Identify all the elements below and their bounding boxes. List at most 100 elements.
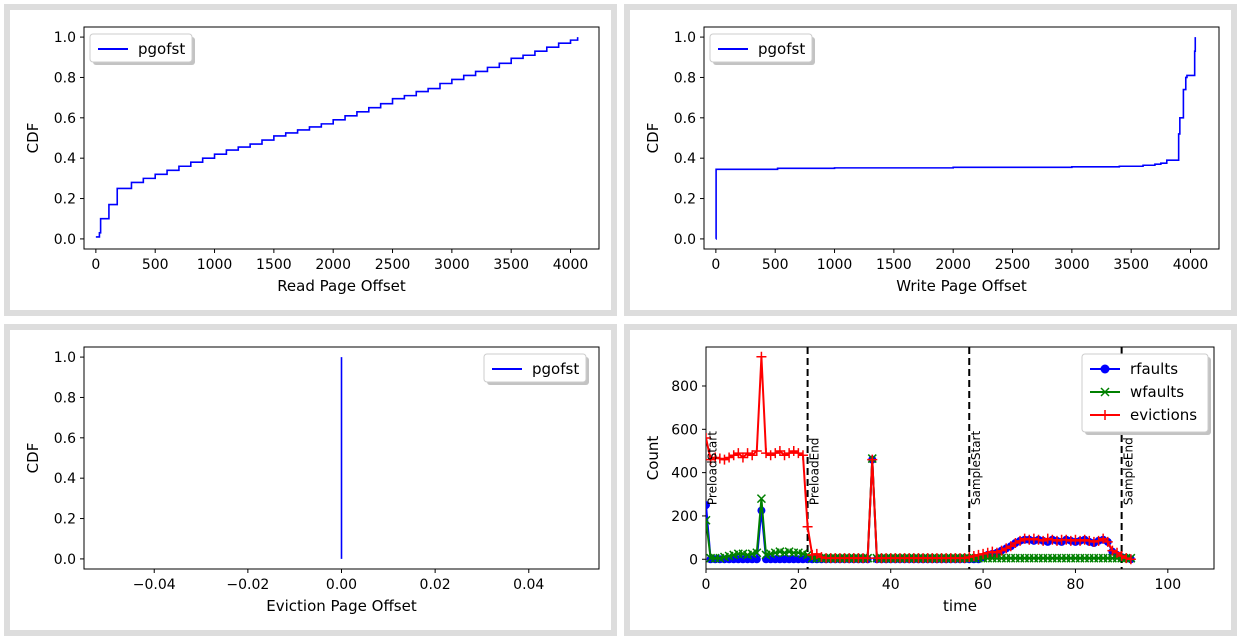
data-point-evictions bbox=[1065, 535, 1076, 546]
x-tick-label: 20 bbox=[789, 577, 807, 593]
x-axis-label: Read Page Offset bbox=[277, 277, 406, 295]
data-point-evictions bbox=[765, 450, 776, 461]
write-offset-cdf-panel: 0 500 1000 1500 2000 2500 3000 3500 4000 0.0 0.2 0.… bbox=[624, 4, 1237, 316]
x-tick-label: −0.02 bbox=[226, 577, 269, 593]
series-line-pgofst bbox=[95, 37, 579, 238]
data-point-evictions bbox=[1051, 535, 1062, 546]
y-tick-label: 400 bbox=[671, 466, 698, 482]
y-tick-label: 0.4 bbox=[54, 151, 76, 167]
data-point-evictions bbox=[802, 521, 813, 532]
x-axis-label: Write Page Offset bbox=[896, 277, 1027, 295]
plot-data-group bbox=[706, 347, 1136, 569]
y-axis-label: Count bbox=[644, 436, 662, 481]
data-point-evictions bbox=[706, 432, 711, 443]
y-axis-label: CDF bbox=[24, 443, 42, 474]
data-point-evictions bbox=[1075, 535, 1086, 546]
x-axis-label: time bbox=[943, 597, 977, 615]
eviction-offset-cdf-panel: −0.04 −0.02 0.00 0.02 0.04 0.0 0.2 0.4 0.6 0.8 1.0… bbox=[4, 324, 617, 636]
data-point-wfaults bbox=[706, 515, 711, 525]
y-tick-label: 0.2 bbox=[54, 512, 76, 528]
x-tick-label: 4000 bbox=[1173, 257, 1209, 273]
y-tick-label: 0.8 bbox=[54, 390, 76, 406]
data-point-evictions bbox=[1102, 536, 1113, 547]
x-tick-label: 100 bbox=[1154, 577, 1181, 593]
y-tick-label: 0.2 bbox=[54, 192, 76, 208]
fault-counts-timeline-panel: 0 20 40 60 80 100 0 200 400 600 800 time Count Preloa… bbox=[624, 324, 1237, 636]
plot-data-group bbox=[715, 37, 1197, 240]
y-tick-label: 0.4 bbox=[674, 151, 696, 167]
data-point-evictions bbox=[714, 453, 725, 464]
y-tick-label: 0.8 bbox=[674, 70, 696, 86]
data-point-evictions bbox=[737, 452, 748, 463]
x-tick-label: 500 bbox=[762, 257, 789, 273]
plot-area-frame bbox=[705, 346, 1215, 570]
y-tick-label: 0.6 bbox=[54, 111, 76, 127]
legend-label-rfaults: rfaults bbox=[1130, 360, 1178, 378]
phase-marker-label: SampleEnd bbox=[1122, 437, 1136, 505]
legend-label-evictions: evictions bbox=[1130, 406, 1197, 424]
data-point-evictions bbox=[1042, 533, 1053, 544]
y-tick-label: 0 bbox=[689, 552, 698, 568]
x-tick-label: 2000 bbox=[935, 257, 971, 273]
data-point-evictions bbox=[719, 454, 730, 465]
legend-label-pgofst: pgofst bbox=[138, 40, 185, 58]
data-point-evictions bbox=[1047, 534, 1058, 545]
plot-area-frame bbox=[703, 26, 1220, 250]
data-point-evictions bbox=[710, 452, 721, 463]
data-point-evictions bbox=[1061, 534, 1072, 545]
x-tick-label: 80 bbox=[1067, 577, 1085, 593]
data-point-evictions bbox=[779, 450, 790, 461]
data-point-evictions bbox=[1107, 545, 1118, 556]
data-point-evictions bbox=[867, 454, 878, 465]
x-tick-label: 0 bbox=[702, 577, 711, 593]
y-axis-label: CDF bbox=[24, 123, 42, 154]
legend-box bbox=[1081, 353, 1209, 433]
legend-marker-evictions bbox=[1100, 410, 1110, 420]
data-point-evictions bbox=[807, 549, 818, 560]
legend-marker-rfaults bbox=[1100, 364, 1110, 374]
data-point-evictions bbox=[996, 545, 1007, 556]
data-point-evictions bbox=[706, 454, 716, 465]
x-axis-label: Eviction Page Offset bbox=[266, 597, 417, 615]
x-tick-label: 0 bbox=[91, 257, 100, 273]
data-point-evictions bbox=[978, 548, 989, 559]
y-tick-label: 0.6 bbox=[674, 111, 696, 127]
x-tick-label: −0.04 bbox=[133, 577, 176, 593]
x-tick-label: 0.00 bbox=[326, 577, 357, 593]
data-point-evictions bbox=[964, 552, 975, 563]
data-point-evictions bbox=[1093, 535, 1104, 546]
x-tick-label: 3000 bbox=[434, 257, 470, 273]
data-point-evictions bbox=[1028, 533, 1039, 544]
y-tick-label: 0.0 bbox=[54, 232, 76, 248]
x-tick-label: 0.04 bbox=[513, 577, 544, 593]
plot-area-frame bbox=[83, 26, 600, 250]
y-tick-label: 1.0 bbox=[674, 30, 696, 46]
data-point-evictions bbox=[1033, 534, 1044, 545]
x-tick-label: 1000 bbox=[197, 257, 233, 273]
x-tick-label: 60 bbox=[974, 577, 992, 593]
phase-annotation-label: PreloadStart bbox=[705, 431, 719, 505]
y-tick-label: 1.0 bbox=[54, 350, 76, 366]
data-point-evictions bbox=[761, 448, 772, 459]
x-tick-label: 2500 bbox=[375, 257, 411, 273]
y-tick-label: 600 bbox=[671, 422, 698, 438]
data-point-evictions bbox=[959, 553, 970, 564]
data-point-evictions bbox=[1001, 543, 1012, 554]
data-point-evictions bbox=[788, 445, 799, 456]
legend-label-pgofst: pgofst bbox=[532, 360, 579, 378]
phase-marker-label: SampleStart bbox=[969, 431, 983, 506]
data-point-evictions bbox=[1019, 533, 1030, 544]
data-point-evictions bbox=[973, 549, 984, 560]
x-tick-label: 3500 bbox=[493, 257, 529, 273]
series-line-evictions bbox=[706, 356, 1132, 561]
y-tick-label: 200 bbox=[671, 509, 698, 525]
eviction-offset-cdf-chart: −0.04 −0.02 0.00 0.02 0.04 0.0 0.2 0.4 0.6 0.8 1.0… bbox=[24, 346, 600, 615]
y-tick-label: 0.6 bbox=[54, 431, 76, 447]
data-point-evictions bbox=[756, 351, 767, 362]
x-tick-label: 0 bbox=[711, 257, 720, 273]
data-point-wfaults bbox=[756, 494, 766, 504]
data-point-evictions bbox=[751, 445, 762, 456]
data-point-evictions bbox=[1079, 534, 1090, 545]
data-point-evictions bbox=[862, 553, 873, 564]
phase-marker-label: PreloadEnd bbox=[808, 438, 822, 506]
